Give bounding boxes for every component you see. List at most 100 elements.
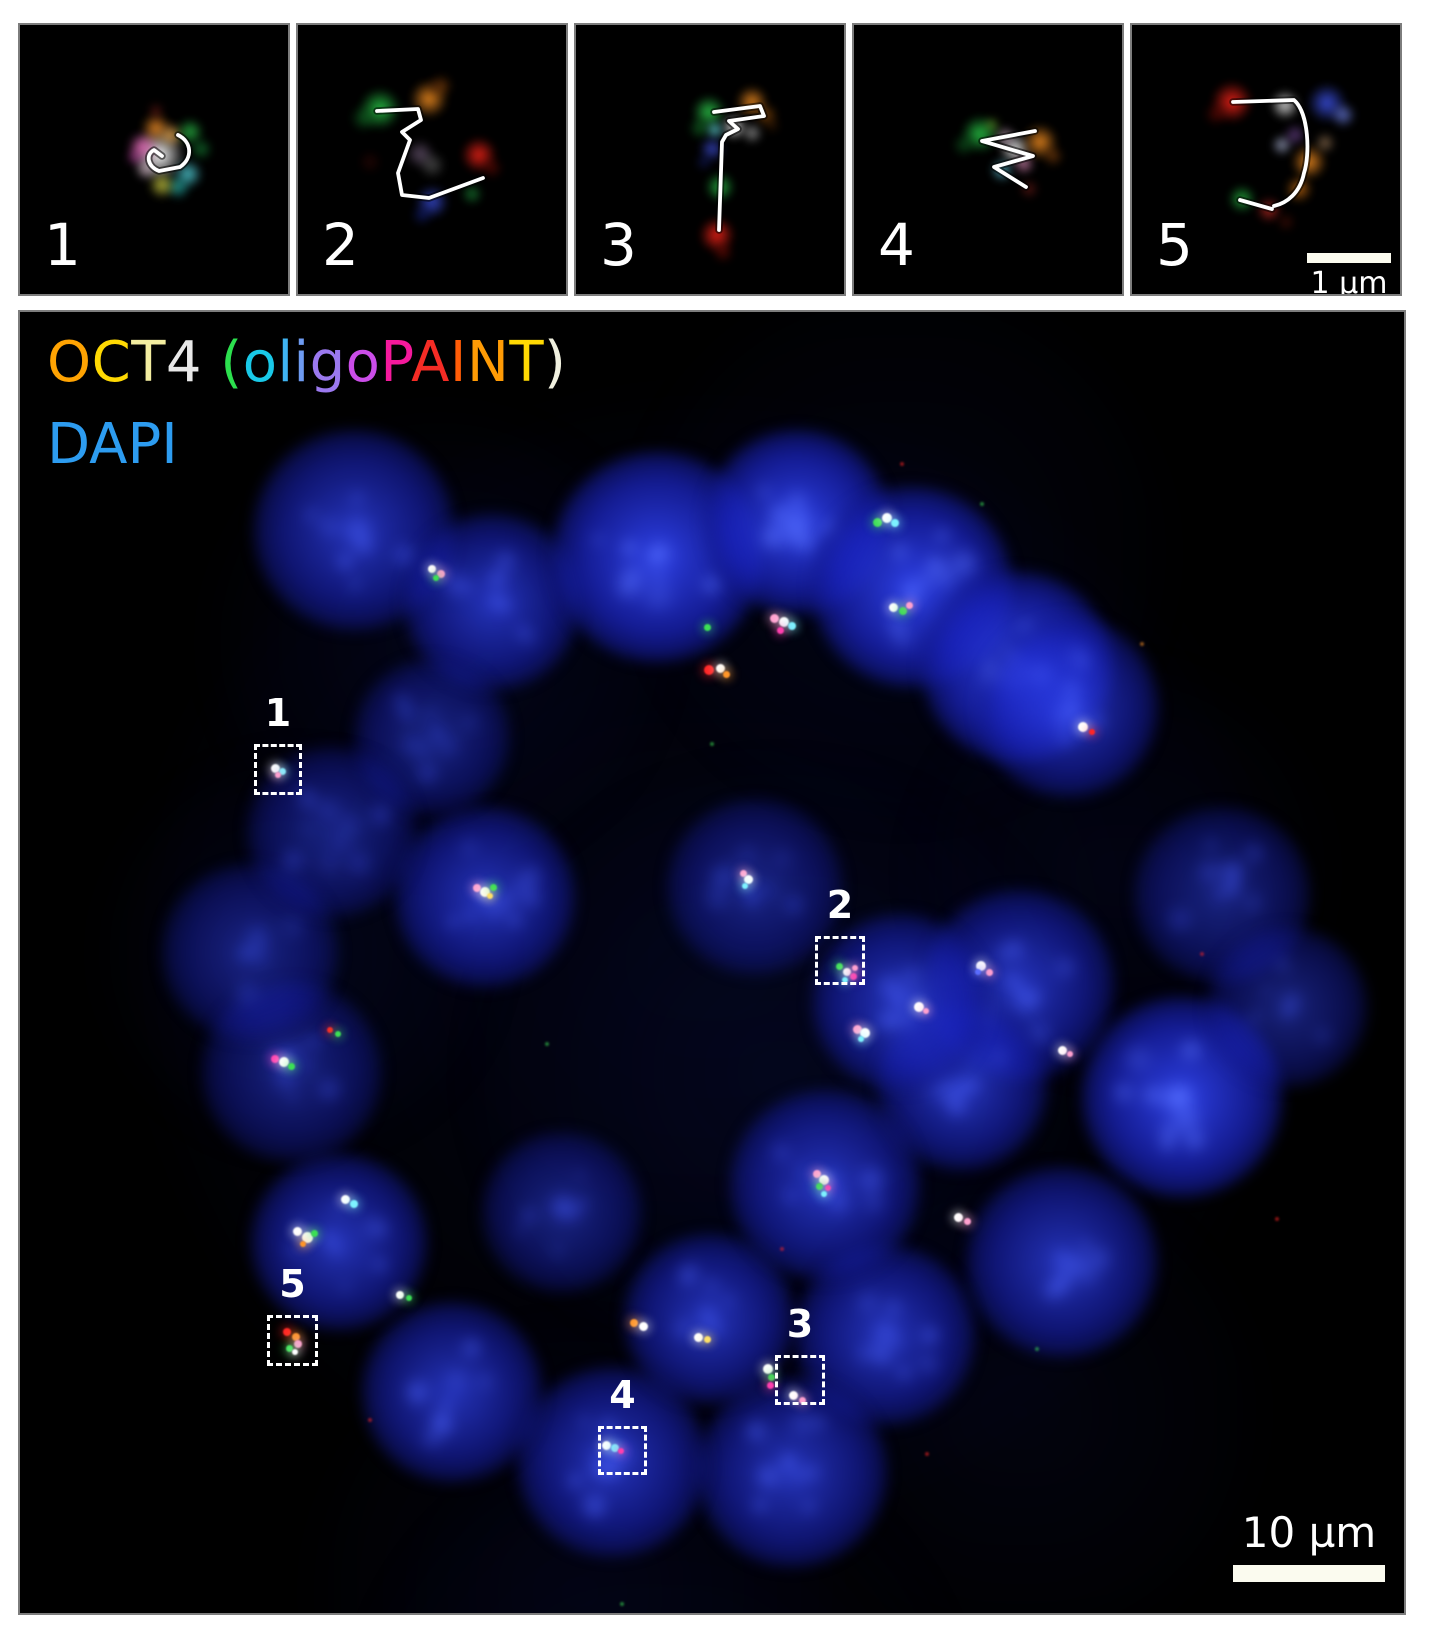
oligopaint-dot (739, 869, 747, 877)
chromatin-speckle (794, 1163, 811, 1179)
title-char: P (380, 330, 412, 395)
chromatin-speckle (781, 1187, 799, 1205)
title-char: I (449, 330, 467, 395)
oligopaint-dot (882, 513, 892, 523)
chromatin-speckle (419, 703, 440, 724)
chromatin-speckle (757, 521, 788, 553)
inset-panel-3: 3 (574, 23, 846, 296)
scalebar-10um-label: 10 µm (1241, 1508, 1377, 1557)
oligopaint-dot (858, 1036, 864, 1042)
chromatin-speckle (548, 1198, 577, 1227)
roi-box-4 (598, 1426, 647, 1475)
chromatin-speckle (297, 819, 316, 839)
chromatin-speckle (852, 1286, 884, 1319)
oligopaint-dot (283, 1328, 291, 1336)
fluorescent-blob (1270, 90, 1300, 120)
fluorescent-blob (125, 147, 145, 167)
oligopaint-dot (849, 972, 857, 980)
inset-number-label: 5 (1156, 211, 1193, 279)
chromatin-speckle (344, 574, 365, 595)
oligopaint-dot (396, 1291, 404, 1299)
chromatin-speckle (823, 1186, 854, 1218)
chromatin-speckle (781, 892, 808, 919)
noise-speck (925, 1452, 929, 1456)
chromatin-speckle (989, 1046, 1011, 1068)
chromatin-speckle (417, 1424, 447, 1453)
chromatin-speckle (441, 1364, 472, 1395)
oligopaint-dot (891, 519, 899, 527)
chromatin-speckle (427, 1411, 458, 1442)
chromatin-speckle (337, 1279, 354, 1296)
oligopaint-dot (489, 883, 497, 891)
chromatin-speckle (241, 921, 273, 953)
oligopaint-dot (487, 893, 493, 899)
chromatin-speckle (250, 948, 271, 970)
oligopaint-dot (852, 965, 858, 971)
chromatin-speckle (780, 525, 807, 552)
chromatin-speckle (473, 1369, 498, 1394)
chromatin-speckle (1240, 890, 1265, 915)
noise-speck (1200, 952, 1204, 956)
chromatin-speckle (1258, 983, 1273, 997)
title-char: 4 (165, 330, 203, 395)
noise-speck (780, 1247, 784, 1251)
title-char: T (509, 330, 545, 395)
chromatin-speckle (552, 1188, 575, 1211)
oligopaint-dot (292, 1226, 302, 1236)
chromatin-speckle (359, 1213, 388, 1242)
fluorescent-blob (763, 116, 781, 134)
chromatin-speckle (440, 573, 467, 601)
oligopaint-dot (1078, 722, 1088, 732)
oligopaint-dot (852, 1024, 862, 1034)
chromatin-speckle (567, 1206, 583, 1223)
chromatin-speckle (770, 845, 797, 872)
oligopaint-dot (815, 1182, 823, 1190)
cell-nucleus (1207, 927, 1367, 1087)
oligopaint-dot (480, 887, 490, 897)
chromatin-speckle (894, 1363, 915, 1384)
roi-box-1 (254, 744, 302, 795)
fluorescent-blob (695, 153, 713, 171)
oligopaint-dot (776, 626, 784, 634)
fluorescent-blob (712, 241, 734, 263)
oligopaint-dot (788, 1390, 798, 1400)
oligopaint-dot (766, 1381, 774, 1389)
chromatin-speckle (284, 1242, 300, 1258)
chromatin-speckle (505, 910, 525, 930)
oligopaint-dot (843, 968, 851, 976)
cell-nucleus (395, 807, 575, 987)
fluorescent-blob (1283, 123, 1307, 147)
oligopaint-dot (985, 968, 993, 976)
oligopaint-dot (842, 977, 848, 983)
oligopaint-dot (335, 1031, 341, 1037)
chromatin-speckle (1005, 934, 1025, 954)
oligopaint-dot (819, 1175, 829, 1185)
chromatin-speckle (795, 1462, 820, 1487)
oligopaint-dot (860, 1028, 870, 1038)
oligopaint-dot (406, 1295, 412, 1301)
chromatin-speckle (517, 884, 545, 911)
chromatin-speckle (270, 1063, 302, 1094)
chromatin-speckle (1055, 693, 1084, 721)
oligopaint-dot (340, 1194, 350, 1204)
chromatin-speckle (700, 880, 733, 913)
title-char: g (309, 330, 346, 395)
oligopaint-dot (428, 565, 436, 573)
oligopaint-dot (350, 1200, 358, 1208)
oligopaint-dot (611, 1444, 619, 1452)
oligopaint-dot (743, 874, 753, 884)
chromatin-speckle (346, 487, 367, 509)
noise-speck (1275, 1217, 1279, 1221)
chromatin-speckle (484, 590, 508, 613)
fluorescent-blob (741, 122, 763, 144)
cell-nucleus (624, 1234, 794, 1404)
chromatin-speckle (1277, 1003, 1295, 1021)
chromatin-speckle (870, 1345, 895, 1369)
cell-nucleus (482, 1132, 642, 1292)
chromatin-speckle (277, 846, 308, 876)
inset-number-label: 4 (878, 211, 915, 279)
oligopaint-dot (287, 1062, 295, 1070)
oligopaint-dot (292, 1349, 298, 1355)
chromatin-speckle (576, 1412, 593, 1429)
